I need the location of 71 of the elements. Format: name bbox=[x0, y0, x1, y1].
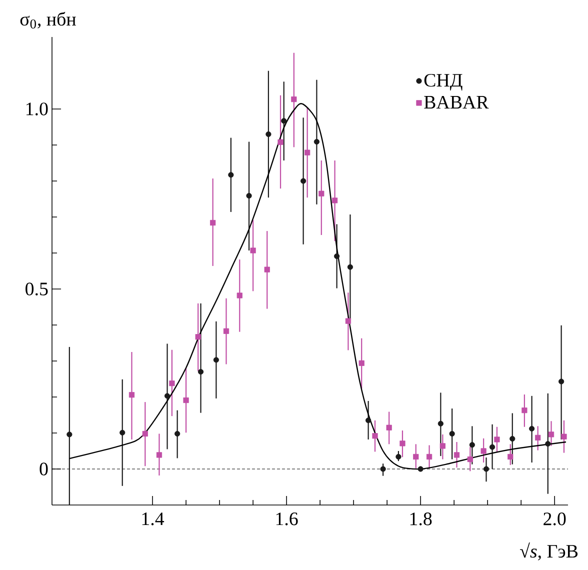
x-tick-label: 1.6 bbox=[276, 512, 298, 526]
point bbox=[347, 264, 354, 270]
point bbox=[358, 360, 364, 366]
legend-label: BABAR bbox=[424, 96, 489, 109]
point bbox=[223, 328, 230, 334]
point bbox=[291, 96, 297, 102]
point bbox=[332, 198, 338, 204]
x-tick-label: 1.8 bbox=[410, 512, 432, 526]
point bbox=[489, 444, 496, 450]
point bbox=[183, 397, 189, 404]
point bbox=[480, 448, 486, 454]
point bbox=[386, 424, 392, 430]
point bbox=[508, 454, 514, 460]
point bbox=[300, 178, 306, 184]
point bbox=[318, 190, 324, 196]
point bbox=[128, 392, 135, 398]
point bbox=[454, 452, 460, 458]
point bbox=[334, 253, 340, 260]
point bbox=[426, 454, 432, 460]
point bbox=[440, 443, 446, 449]
point bbox=[535, 434, 541, 440]
legend-label: СНД bbox=[424, 74, 462, 91]
point bbox=[548, 432, 554, 438]
point bbox=[266, 131, 272, 137]
point bbox=[561, 434, 567, 440]
point bbox=[558, 378, 564, 384]
point bbox=[522, 408, 528, 414]
point bbox=[467, 456, 473, 462]
point bbox=[210, 220, 216, 226]
point bbox=[345, 318, 351, 324]
point bbox=[169, 380, 175, 386]
point bbox=[449, 430, 455, 437]
y-tick-label: 1.0 bbox=[26, 102, 48, 116]
point bbox=[228, 172, 234, 178]
point bbox=[510, 436, 516, 442]
point bbox=[142, 430, 148, 437]
point bbox=[164, 393, 170, 399]
point bbox=[156, 452, 162, 458]
point bbox=[380, 466, 386, 472]
y-tick-label: 0.5 bbox=[26, 282, 48, 296]
point bbox=[483, 466, 490, 472]
point bbox=[246, 192, 252, 199]
point bbox=[396, 454, 402, 460]
point bbox=[438, 420, 444, 426]
point bbox=[413, 454, 419, 460]
point bbox=[529, 426, 535, 432]
point bbox=[120, 430, 126, 436]
point bbox=[469, 442, 475, 448]
x-tick-label: 2.0 bbox=[544, 512, 566, 526]
point bbox=[250, 248, 256, 254]
point bbox=[304, 150, 310, 156]
point bbox=[281, 118, 287, 124]
point bbox=[314, 138, 320, 145]
x-tick-label: 1.4 bbox=[142, 512, 164, 526]
point bbox=[213, 357, 219, 363]
point bbox=[278, 139, 284, 145]
point bbox=[236, 292, 242, 298]
point bbox=[372, 433, 378, 439]
point bbox=[366, 418, 372, 424]
point bbox=[264, 266, 270, 272]
point bbox=[66, 432, 72, 438]
point bbox=[195, 334, 201, 340]
point bbox=[494, 436, 500, 442]
point bbox=[174, 430, 180, 437]
point bbox=[545, 441, 551, 447]
x-axis-title: √s, ГэВ bbox=[520, 542, 578, 560]
point bbox=[198, 369, 204, 375]
y-tick-label: 0 bbox=[40, 462, 48, 476]
point bbox=[400, 440, 406, 446]
point bbox=[418, 466, 424, 472]
y-axis-title: σ$_{0}$, нбн bbox=[20, 12, 76, 28]
